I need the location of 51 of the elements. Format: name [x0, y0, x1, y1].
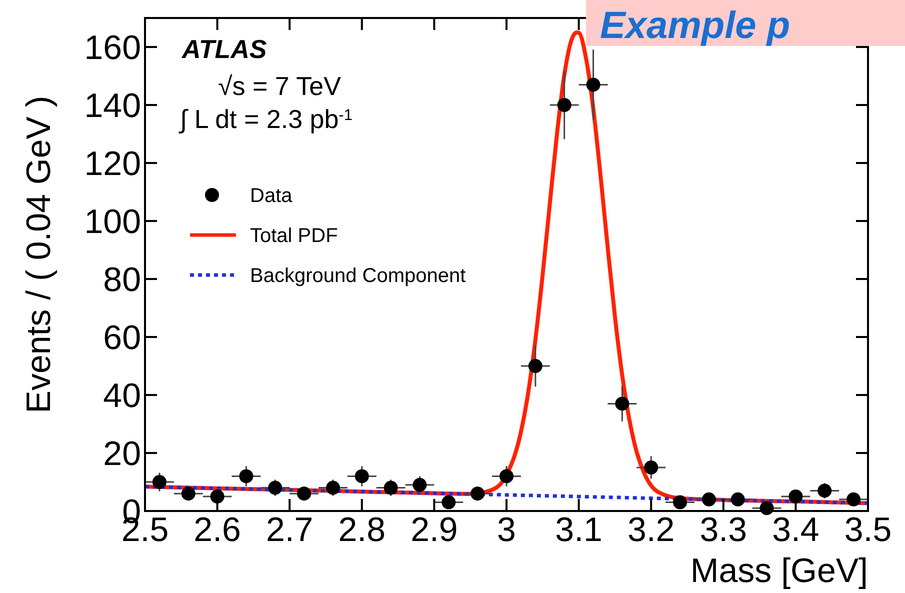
y-tick-label: 160	[84, 28, 141, 67]
point	[297, 486, 312, 501]
y-tick-label: 40	[103, 376, 141, 415]
point	[210, 490, 224, 504]
y-tick-label: 100	[84, 202, 141, 241]
point	[644, 460, 658, 474]
point	[442, 495, 456, 510]
point	[152, 475, 166, 489]
point	[500, 469, 514, 484]
point	[268, 480, 282, 495]
legend-label: Data	[250, 185, 294, 207]
x-tick-label: 3.3	[700, 511, 748, 549]
x-tick-label: 2.6	[194, 511, 241, 549]
annotation: Example p	[600, 5, 790, 47]
point	[326, 480, 340, 495]
x-tick-label: 3	[497, 511, 516, 549]
point	[702, 492, 716, 506]
x-tick-label: 3.1	[555, 511, 602, 549]
annotation: ∫ L dt = 2.3 pb$^{-1}$	[178, 104, 353, 134]
point	[557, 98, 572, 112]
legend-label: Total PDF	[250, 225, 338, 247]
point	[181, 486, 196, 501]
x-tick-label: 2.7	[266, 511, 314, 549]
point	[412, 478, 427, 492]
point	[528, 359, 542, 373]
point	[470, 486, 485, 501]
point	[788, 490, 803, 504]
x-tick-label: 2.8	[338, 511, 386, 549]
annotation: √s = 7 TeV	[218, 71, 342, 101]
point	[818, 484, 832, 498]
point	[673, 495, 688, 510]
point	[586, 78, 600, 92]
legend-label: Background Component	[250, 265, 466, 287]
point	[384, 480, 398, 495]
point	[354, 469, 369, 484]
point	[730, 492, 745, 506]
x-tick-label: 3.4	[772, 511, 820, 549]
point	[239, 469, 254, 484]
point	[846, 492, 861, 506]
x-tick-label: 2.9	[410, 511, 458, 549]
y-tick-label: 80	[103, 260, 141, 299]
annotation: ATLAS	[181, 34, 268, 64]
x-tick-label: 3.2	[627, 511, 675, 549]
x-axis-title: Mass [GeV]	[690, 552, 868, 590]
point	[615, 396, 630, 411]
y-tick-label: 140	[84, 86, 141, 125]
x-tick-label: 3.5	[844, 511, 892, 549]
y-axis-title: Events / ( 0.04 GeV )	[20, 96, 58, 414]
y-tick-label: 20	[103, 434, 141, 473]
y-tick-label: 120	[84, 144, 141, 183]
y-tick-label: 60	[103, 318, 141, 357]
